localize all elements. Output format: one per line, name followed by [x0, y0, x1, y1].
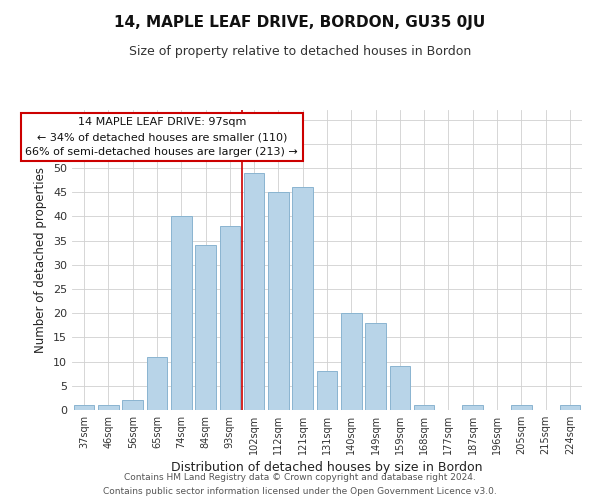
Bar: [560, 405, 580, 410]
Bar: [268, 192, 289, 410]
Bar: [365, 323, 386, 410]
Text: 14 MAPLE LEAF DRIVE: 97sqm
← 34% of detached houses are smaller (110)
66% of sem: 14 MAPLE LEAF DRIVE: 97sqm ← 34% of deta…: [25, 118, 298, 157]
Bar: [389, 366, 410, 410]
Bar: [292, 188, 313, 410]
Bar: [317, 372, 337, 410]
Bar: [122, 400, 143, 410]
Bar: [244, 173, 265, 410]
Text: Contains HM Land Registry data © Crown copyright and database right 2024.: Contains HM Land Registry data © Crown c…: [124, 472, 476, 482]
X-axis label: Distribution of detached houses by size in Bordon: Distribution of detached houses by size …: [171, 461, 483, 474]
Text: Contains public sector information licensed under the Open Government Licence v3: Contains public sector information licen…: [103, 486, 497, 496]
Text: 14, MAPLE LEAF DRIVE, BORDON, GU35 0JU: 14, MAPLE LEAF DRIVE, BORDON, GU35 0JU: [115, 15, 485, 30]
Bar: [195, 246, 216, 410]
Bar: [414, 405, 434, 410]
Bar: [74, 405, 94, 410]
Bar: [463, 405, 483, 410]
Bar: [511, 405, 532, 410]
Bar: [171, 216, 191, 410]
Y-axis label: Number of detached properties: Number of detached properties: [34, 167, 47, 353]
Bar: [220, 226, 240, 410]
Text: Size of property relative to detached houses in Bordon: Size of property relative to detached ho…: [129, 45, 471, 58]
Bar: [146, 357, 167, 410]
Bar: [98, 405, 119, 410]
Bar: [341, 313, 362, 410]
